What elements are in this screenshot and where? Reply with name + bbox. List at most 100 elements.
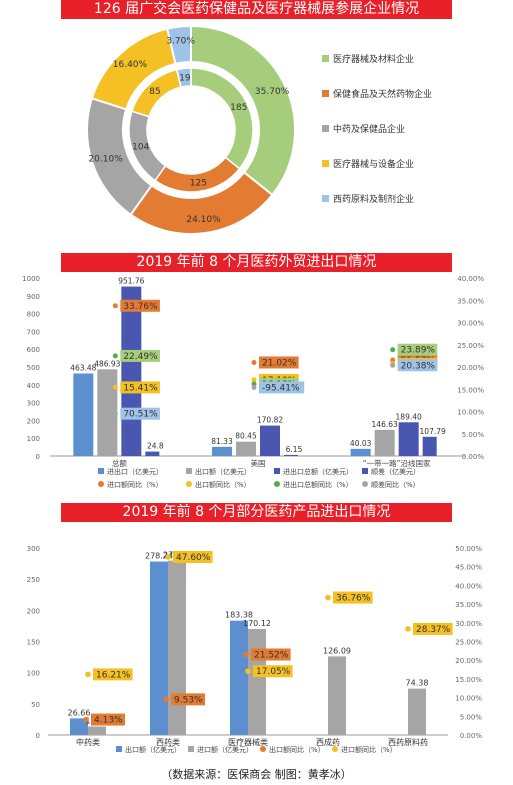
trade-y-tick: 800 xyxy=(27,311,40,319)
donut-title: 126 届广交会医药保健品及医疗器械展参展企业情况 xyxy=(61,0,452,19)
products-bar xyxy=(168,560,186,735)
trade-legend-swatch xyxy=(186,468,192,474)
donut-count-label: 185 xyxy=(230,103,247,113)
donut-legend-swatch xyxy=(322,160,329,167)
trade-rate-label: 70.51% xyxy=(123,410,158,420)
products-category-label: 西药类 xyxy=(156,737,180,747)
products-legend-label: 出口额同比（%） xyxy=(269,745,325,754)
trade-rate-label-bg xyxy=(397,343,438,356)
products-bar-label: 126.09 xyxy=(323,646,351,655)
donut-count-label: 19 xyxy=(179,73,191,83)
products-y2-tick: 40.00% xyxy=(455,582,482,590)
products-y2-tick: 10.00% xyxy=(455,695,482,703)
products-legend-swatch xyxy=(332,746,338,752)
products-y2-tick: 15.00% xyxy=(455,676,482,684)
trade-legend-label: 出口额（亿美元） xyxy=(195,467,251,476)
trade-bar-label: 6.15 xyxy=(286,445,303,454)
products-rate-label: 4.13% xyxy=(94,716,123,726)
trade-y-tick: 300 xyxy=(27,400,40,408)
products-y-tick: 150 xyxy=(27,639,40,647)
donut-legend-label: 西药原料及制剂企业 xyxy=(333,193,414,205)
donut-count-label: 104 xyxy=(132,143,149,153)
products-y2-tick: 25.00% xyxy=(455,639,482,647)
trade-bar-label: 24.8 xyxy=(147,442,164,451)
trade-rate-point xyxy=(251,384,257,390)
products-y-tick: 0 xyxy=(36,732,40,740)
trade-rate-point xyxy=(112,384,118,390)
trade-rate-label: 33.76% xyxy=(123,302,158,312)
products-bar xyxy=(328,656,346,735)
trade-category-label: “一带一路”沿线国家 xyxy=(363,458,431,468)
donut-legend-swatch xyxy=(322,90,329,97)
trade-rate-point xyxy=(390,362,396,368)
donut-legend-swatch xyxy=(322,125,329,132)
trade-y2-tick: 15.00% xyxy=(457,386,484,394)
trade-rate-point xyxy=(112,411,118,417)
trade-bar xyxy=(236,441,256,456)
products-category-label: 西成药 xyxy=(316,737,340,747)
trade-rate-point xyxy=(251,381,257,387)
trade-y-tick: 1000 xyxy=(22,275,40,283)
donut-count-label: 125 xyxy=(190,178,207,188)
products-rate-label: 28.37% xyxy=(416,625,451,635)
trade-legend-swatch xyxy=(274,481,280,487)
products-rate-point xyxy=(165,554,171,560)
trade-bar-label: 81.33 xyxy=(211,437,233,446)
products-y2-tick: 0.00% xyxy=(460,732,483,740)
trade-title: 2019 年前 8 个月医药外贸进出口情况 xyxy=(61,253,452,272)
trade-bar-label: 80.45 xyxy=(235,432,257,441)
products-rate-label-bg xyxy=(253,665,293,678)
trade-bar-label: 951.76 xyxy=(118,277,144,286)
products-y-tick: 50 xyxy=(31,701,40,709)
trade-rate-point xyxy=(112,303,118,309)
products-bar-label: 183.38 xyxy=(225,611,253,620)
products-rate-point xyxy=(325,594,331,601)
trade-legend-label: 顺差同比（%） xyxy=(371,480,420,489)
trade-rate-point xyxy=(251,377,257,383)
trade-bar-label: 146.63 xyxy=(372,420,398,429)
products-rate-label-bg xyxy=(91,713,125,726)
products-rate-label: 36.76% xyxy=(336,594,371,604)
trade-rate-label: -95.41% xyxy=(262,383,300,393)
products-rate-label: 21.52% xyxy=(254,651,289,661)
trade-bar xyxy=(374,429,395,456)
trade-y-tick: 400 xyxy=(27,382,40,390)
donut-share-label: 24.10% xyxy=(186,215,221,225)
trade-legend-swatch xyxy=(362,481,368,487)
products-title: 2019 年前 8 个月部分医药产品进出口情况 xyxy=(61,503,452,522)
trade-y-tick: 500 xyxy=(27,364,40,372)
donut-legend-swatch xyxy=(322,195,329,202)
trade-rate-label-bg xyxy=(259,356,299,369)
products-y-tick: 250 xyxy=(27,576,40,584)
trade-y-tick: 0 xyxy=(36,453,40,461)
products-bar-label: 170.12 xyxy=(243,619,271,628)
products-category-label: 中药类 xyxy=(76,737,100,747)
trade-legend-swatch xyxy=(186,481,192,487)
trade-rate-label-bg xyxy=(120,407,160,420)
trade-y2-tick: 35.00% xyxy=(457,297,484,305)
products-rate-point xyxy=(245,668,251,675)
trade-category-label: 总额 xyxy=(112,458,127,468)
trade-category-label: 美国 xyxy=(251,458,266,468)
trade-legend-swatch xyxy=(362,468,368,474)
products-bar-label: 278.24 xyxy=(145,552,173,561)
products-rate-label: 17.05% xyxy=(256,667,291,677)
donut-legend-swatch xyxy=(322,55,329,62)
products-bar xyxy=(70,718,88,735)
products-bar-label: 26.66 xyxy=(68,708,91,717)
donut-count-label: 85 xyxy=(149,87,160,97)
trade-legend-label: 顺差（亿美元） xyxy=(371,467,420,476)
trade-y-tick: 900 xyxy=(27,293,40,301)
trade-chart: 0 100 200 300 400 500 600 700 800 900 1000 0.00% 5.0… xyxy=(22,275,485,489)
trade-rate-label: 20.38% xyxy=(401,361,436,371)
trade-legend-swatch xyxy=(98,481,104,487)
trade-rate-label: 23.89% xyxy=(401,346,436,356)
trade-legend-label: 出口额同比（%） xyxy=(195,480,251,489)
donut-legend-label: 医疗器械与设备企业 xyxy=(333,158,414,170)
products-y2-tick: 5.00% xyxy=(460,713,483,721)
products-rate-label-bg xyxy=(251,648,291,661)
trade-y2-tick: 5.00% xyxy=(462,431,485,439)
trade-bar-label: 189.40 xyxy=(396,412,422,421)
products-y2-tick: 50.00% xyxy=(455,545,482,553)
donut-outer-slice xyxy=(190,24,296,197)
